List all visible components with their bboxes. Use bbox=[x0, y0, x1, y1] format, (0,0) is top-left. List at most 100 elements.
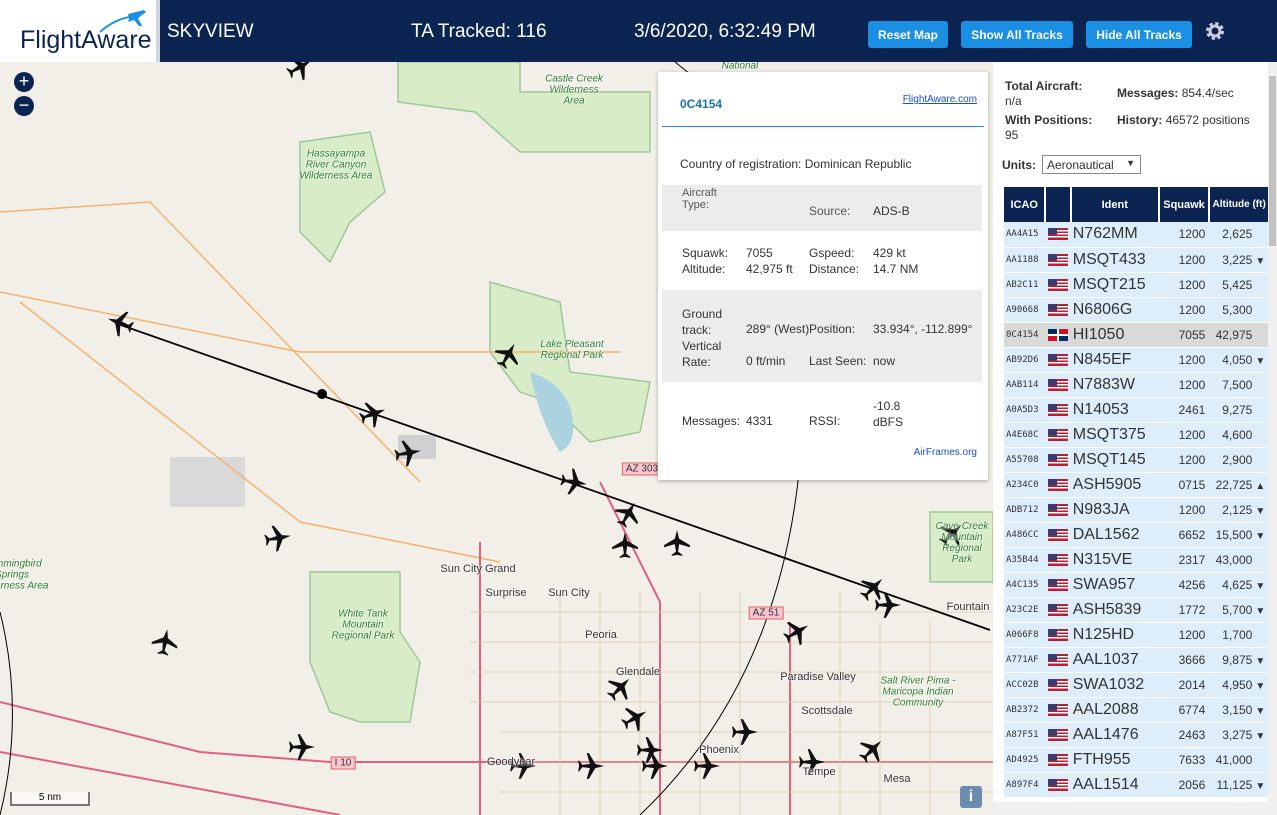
aircraft-row[interactable]: A35B44 N315VE 2317 43,000 bbox=[1004, 547, 1268, 573]
source: ADS-B bbox=[873, 204, 910, 218]
aircraft-icon[interactable] bbox=[612, 532, 638, 558]
aircraft-row[interactable]: ACC02B SWA1032 2014 4,950 ▼ bbox=[1004, 672, 1268, 698]
icao: A87F51 bbox=[1004, 722, 1046, 748]
hide-tracks-button[interactable]: Hide All Tracks bbox=[1086, 21, 1192, 48]
altitude: 2,900 bbox=[1209, 447, 1268, 473]
aircraft-row[interactable]: A486CC DAL1562 6652 15,500 ▼ bbox=[1004, 522, 1268, 548]
popup-link[interactable]: FlightAware.com bbox=[902, 94, 977, 105]
icao: A486CC bbox=[1004, 522, 1046, 548]
aircraft-row[interactable]: AA4A15 N762MM 1200 2,625 bbox=[1004, 222, 1268, 248]
icao: A55708 bbox=[1004, 447, 1046, 473]
col-header[interactable]: Altitude (ft) bbox=[1212, 199, 1266, 210]
aircraft-icon[interactable] bbox=[263, 523, 293, 553]
icao: A897F4 bbox=[1004, 772, 1046, 798]
altitude: 4,950 ▼ bbox=[1209, 672, 1268, 698]
map-label: Castle Creek Wilderness Area bbox=[545, 73, 603, 107]
settings-icon[interactable] bbox=[1204, 20, 1226, 42]
icao: AD4925 bbox=[1004, 747, 1046, 773]
aircraft-icon[interactable] bbox=[694, 753, 720, 779]
units-select[interactable]: Aeronautical ▼ bbox=[1042, 155, 1141, 174]
flag bbox=[1045, 422, 1071, 448]
map-label: Fountain bbox=[946, 601, 990, 613]
gspeed-label: Gspeed: bbox=[809, 246, 855, 260]
altitude-value: 41,000 bbox=[1215, 752, 1253, 767]
aircraft-row[interactable]: AA1188 MSQT433 1200 3,225 ▼ bbox=[1004, 247, 1268, 273]
aircraft-row[interactable]: 0C4154 HI1050 7055 42,975 bbox=[1004, 322, 1268, 348]
flag bbox=[1045, 672, 1071, 698]
aircraft-icon[interactable] bbox=[664, 530, 690, 556]
position: 33.934°, -112.899° bbox=[873, 322, 973, 336]
altitude-value: 5,700 bbox=[1222, 602, 1253, 617]
aircraft-row[interactable]: A23C2E ASH5839 1772 5,700 ▼ bbox=[1004, 597, 1268, 623]
aircraft-icon[interactable] bbox=[150, 627, 180, 657]
aircraft-row[interactable]: A4E68C MSQT375 1200 4,600 bbox=[1004, 422, 1268, 448]
aircraft-row[interactable]: A4C135 SWA957 4256 4,625 ▼ bbox=[1004, 572, 1268, 598]
aircraft-icon[interactable] bbox=[356, 397, 390, 431]
aircraft-row[interactable]: AAB114 N7883W 1200 7,500 bbox=[1004, 372, 1268, 398]
map-label: Phoenix bbox=[699, 744, 739, 756]
altitude: 4,050 ▼ bbox=[1209, 347, 1268, 373]
aircraft-icon[interactable] bbox=[642, 753, 668, 779]
h-scrollbar[interactable] bbox=[993, 802, 1277, 815]
aircraft-icon[interactable] bbox=[103, 306, 137, 340]
squawk: 3666 bbox=[1158, 647, 1210, 673]
aircraft-row[interactable]: AB92D6 N845EF 1200 4,050 ▼ bbox=[1004, 347, 1268, 373]
distance-label: Distance: bbox=[809, 262, 860, 276]
aircraft-row[interactable]: AB2C11 MSQT215 1200 5,425 bbox=[1004, 272, 1268, 298]
logo-plane bbox=[99, 10, 146, 33]
aircraft-icon[interactable] bbox=[559, 467, 589, 497]
flag bbox=[1045, 397, 1071, 423]
position-label: Position: bbox=[809, 322, 856, 336]
reset-map-button[interactable]: Reset Map bbox=[868, 21, 948, 48]
aircraft-row[interactable]: AB2372 AAL2088 6774 3,150 ▼ bbox=[1004, 697, 1268, 723]
aircraft-row[interactable]: ADB712 N983JA 1200 2,125 ▼ bbox=[1004, 497, 1268, 523]
squawk: 7055 bbox=[746, 246, 773, 260]
altitude: 2,125 ▼ bbox=[1209, 497, 1268, 523]
zoom-out[interactable]: − bbox=[14, 96, 34, 116]
aircraft-icon[interactable] bbox=[732, 719, 758, 745]
aircraft-row[interactable]: A234C0 ASH5905 0715 22,725 ▲ bbox=[1004, 472, 1268, 498]
ident: AAL1476 bbox=[1070, 722, 1159, 748]
label: History: bbox=[1117, 113, 1163, 127]
altitude-trend: ▼ bbox=[1255, 355, 1266, 367]
aircraft-row[interactable]: A066F8 N125HD 1200 1,700 bbox=[1004, 622, 1268, 648]
map-label: Salt River Pima - Maricopa Indian Commun… bbox=[880, 675, 956, 709]
aircraft-icon[interactable] bbox=[289, 734, 315, 760]
value: n/a bbox=[1005, 94, 1022, 108]
aircraft-row[interactable]: A771AF AAL1037 3666 9,875 ▼ bbox=[1004, 647, 1268, 673]
aircraft-row[interactable]: A55708 MSQT145 1200 2,900 bbox=[1004, 447, 1268, 473]
value: Aeronautical bbox=[1047, 158, 1114, 172]
seen: now bbox=[873, 354, 896, 368]
flag-icon bbox=[1048, 378, 1069, 391]
zoom-in[interactable]: + bbox=[14, 72, 34, 92]
ident: N315VE bbox=[1070, 547, 1159, 573]
icao: AA1188 bbox=[1004, 247, 1046, 273]
altitude: 7,500 bbox=[1209, 372, 1268, 398]
aircraft-row[interactable]: AD4925 FTH955 7633 41,000 bbox=[1004, 747, 1268, 773]
col-header[interactable]: Ident bbox=[1070, 187, 1160, 222]
squawk: 1200 bbox=[1158, 297, 1210, 323]
ident: AAL2088 bbox=[1070, 697, 1159, 723]
altitude-label: Altitude: bbox=[682, 262, 726, 276]
info-button[interactable]: i bbox=[960, 786, 982, 808]
airframes-link[interactable]: AirFrames.org bbox=[913, 447, 977, 458]
aircraft-row[interactable]: A87F51 AAL1476 2463 3,275 ▼ bbox=[1004, 722, 1268, 748]
type-label: Aircraft Type: bbox=[682, 187, 717, 211]
aircraft-icon[interactable] bbox=[617, 700, 653, 736]
altitude-value: 2,125 bbox=[1222, 502, 1253, 517]
aircraft-row[interactable]: A0A5D3 N14053 2461 9,275 bbox=[1004, 397, 1268, 423]
show-tracks-button[interactable]: Show All Tracks bbox=[961, 21, 1073, 48]
aircraft-row[interactable]: A90668 N6806G 1200 5,300 bbox=[1004, 297, 1268, 323]
aircraft-icon[interactable] bbox=[779, 614, 815, 650]
icao: A4C135 bbox=[1004, 572, 1046, 598]
col-header[interactable]: ICAO bbox=[1004, 187, 1047, 222]
altitude: 9,275 bbox=[1209, 397, 1268, 423]
aircraft-icon[interactable] bbox=[282, 62, 318, 85]
scrollbar[interactable] bbox=[1268, 62, 1277, 802]
col-header[interactable]: Squawk bbox=[1158, 187, 1211, 222]
logo[interactable]: FlightAware bbox=[0, 0, 160, 62]
aircraft-icon[interactable] bbox=[854, 569, 892, 607]
aircraft-row[interactable]: A897F4 AAL1514 2056 11,125 ▼ bbox=[1004, 772, 1268, 798]
label: Units: bbox=[1002, 158, 1036, 172]
map-label: Hassayampa River Canyon Wilderness Area bbox=[299, 148, 373, 182]
